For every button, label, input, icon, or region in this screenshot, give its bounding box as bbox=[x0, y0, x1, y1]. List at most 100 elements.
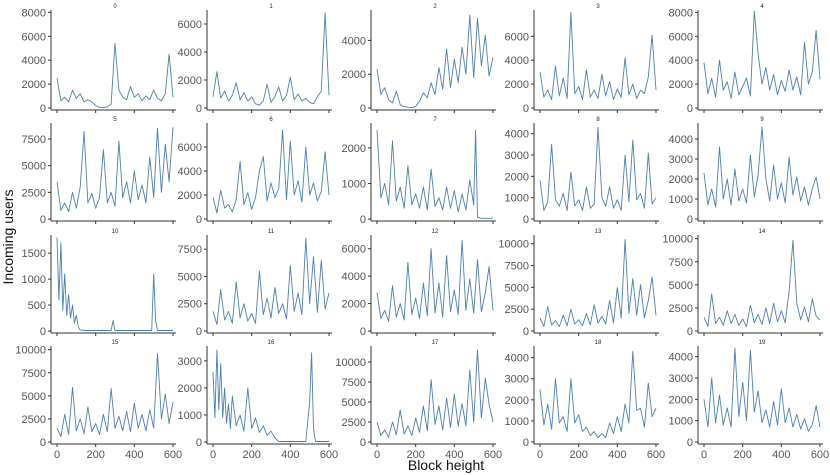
y-tick-label: 1000 bbox=[669, 194, 693, 206]
y-tick-label: 2000 bbox=[669, 79, 693, 91]
y-tick-label: 3000 bbox=[178, 356, 202, 368]
facet-panel-17: 17 0 2500 5000 7500 10000 0 200 400 600 bbox=[335, 340, 502, 461]
y-tick-label: 2500 bbox=[22, 187, 46, 199]
facet-panel-16: 16 0 1000 2000 3000 0 200 400 600 bbox=[178, 340, 339, 461]
y-tick-label: 500 bbox=[28, 300, 46, 312]
y-tick-label: 4000 bbox=[505, 55, 529, 67]
y-tick-label: 5000 bbox=[22, 391, 46, 403]
x-tick-label: 600 bbox=[320, 449, 338, 461]
y-tick-label: 7500 bbox=[22, 368, 46, 380]
y-tick-label: 4000 bbox=[178, 47, 202, 59]
facet-panel-13: 13 0 2500 5000 7500 10000 bbox=[498, 229, 659, 338]
y-tick-label: 8000 bbox=[22, 7, 46, 19]
y-tick-label: 2000 bbox=[669, 174, 693, 186]
x-tick-label: 600 bbox=[811, 449, 829, 461]
x-tick-label: 200 bbox=[569, 449, 587, 461]
y-tick-label: 7500 bbox=[342, 377, 366, 389]
facet-title-2: 2 bbox=[433, 4, 437, 10]
y-tick-label: 3000 bbox=[669, 373, 693, 385]
y-tick-label: 0 bbox=[360, 326, 366, 338]
series-line-15 bbox=[56, 352, 174, 437]
facet-panel-7: 7 0 1000 2000 bbox=[342, 117, 496, 226]
y-tick-label: 0 bbox=[40, 437, 46, 449]
y-tick-label: 1000 bbox=[505, 193, 529, 205]
y-tick-label: 2500 bbox=[178, 299, 202, 311]
y-tick-label: 5000 bbox=[505, 282, 529, 294]
facet-title-10: 10 bbox=[112, 229, 119, 235]
series-line-7 bbox=[376, 129, 493, 219]
y-tick-label: 4000 bbox=[22, 55, 46, 67]
facet-title-11: 11 bbox=[268, 229, 275, 235]
y-tick-label: 6000 bbox=[669, 31, 693, 43]
x-tick-label: 200 bbox=[242, 449, 260, 461]
facet-panel-6: 6 0 2000 4000 6000 bbox=[178, 117, 332, 226]
y-tick-label: 5000 bbox=[342, 397, 366, 409]
facet-panel-18: 18 0 1000 2000 3000 4000 0 200 400 600 bbox=[505, 340, 666, 461]
series-line-13 bbox=[539, 238, 657, 328]
y-tick-label: 2000 bbox=[342, 143, 366, 155]
y-tick-label: 0 bbox=[360, 437, 366, 449]
y-tick-label: 7500 bbox=[505, 261, 529, 273]
facet-panel-4: 4 0 2000 4000 6000 8000 bbox=[669, 4, 823, 115]
facet-title-9: 9 bbox=[760, 117, 764, 123]
series-line-8 bbox=[539, 126, 657, 211]
facet-title-14: 14 bbox=[759, 229, 766, 235]
facet-title-1: 1 bbox=[269, 4, 273, 10]
y-tick-label: 0 bbox=[196, 214, 202, 226]
y-tick-label: 5000 bbox=[22, 161, 46, 173]
y-tick-label: 4000 bbox=[342, 35, 366, 47]
facet-title-8: 8 bbox=[596, 117, 600, 123]
y-tick-label: 2500 bbox=[22, 414, 46, 426]
y-tick-label: 4000 bbox=[505, 353, 529, 365]
x-tick-label: 0 bbox=[54, 449, 60, 461]
series-line-4 bbox=[703, 10, 821, 99]
y-tick-label: 10000 bbox=[335, 357, 366, 369]
facet-title-15: 15 bbox=[112, 340, 119, 346]
x-tick-label: 600 bbox=[164, 449, 182, 461]
y-tick-label: 7500 bbox=[178, 244, 202, 256]
y-tick-label: 6000 bbox=[22, 31, 46, 43]
y-tick-label: 2000 bbox=[669, 394, 693, 406]
y-tick-label: 2000 bbox=[22, 79, 46, 91]
chart-panels: 0020004000600080001020004000600020200040… bbox=[15, 4, 829, 461]
y-tick-label: 0 bbox=[687, 326, 693, 338]
x-tick-label: 0 bbox=[210, 449, 216, 461]
y-tick-label: 0 bbox=[523, 437, 529, 449]
x-tick-label: 600 bbox=[647, 449, 665, 461]
series-line-12 bbox=[376, 240, 494, 322]
y-tick-label: 2000 bbox=[342, 69, 366, 81]
y-tick-label: 2500 bbox=[669, 303, 693, 315]
facet-title-12: 12 bbox=[432, 229, 439, 235]
y-tick-label: 10000 bbox=[662, 234, 693, 246]
y-tick-label: 0 bbox=[687, 437, 693, 449]
series-line-1 bbox=[212, 12, 330, 106]
facet-title-13: 13 bbox=[595, 229, 602, 235]
y-tick-label: 1000 bbox=[22, 274, 46, 286]
y-tick-label: 1000 bbox=[342, 178, 366, 190]
y-tick-label: 2000 bbox=[178, 190, 202, 202]
series-line-9 bbox=[703, 126, 821, 208]
y-tick-label: 2000 bbox=[342, 299, 366, 311]
series-line-3 bbox=[539, 11, 657, 101]
facet-title-5: 5 bbox=[113, 117, 117, 123]
facet-panel-15: 15 0 2500 5000 7500 10000 0 200 400 600 bbox=[15, 340, 182, 461]
facet-title-4: 4 bbox=[760, 4, 764, 10]
y-tick-label: 1000 bbox=[669, 416, 693, 428]
y-tick-label: 2500 bbox=[505, 304, 529, 316]
x-axis-title: Block height bbox=[408, 457, 484, 473]
facet-panel-9: 9 0 1000 2000 3000 4000 bbox=[669, 117, 823, 226]
y-tick-label: 7500 bbox=[669, 257, 693, 269]
y-tick-label: 0 bbox=[360, 214, 366, 226]
x-tick-label: 400 bbox=[281, 449, 299, 461]
y-tick-label: 2000 bbox=[505, 395, 529, 407]
y-tick-label: 4000 bbox=[669, 134, 693, 146]
facet-panel-11: 11 0 2500 5000 7500 bbox=[178, 229, 332, 338]
y-tick-label: 6000 bbox=[178, 19, 202, 31]
y-tick-label: 4000 bbox=[342, 271, 366, 283]
facet-title-6: 6 bbox=[269, 117, 273, 123]
facet-panel-2: 2 0 2000 4000 bbox=[342, 4, 496, 115]
series-line-10 bbox=[56, 237, 173, 331]
y-tick-label: 0 bbox=[687, 103, 693, 115]
x-tick-label: 400 bbox=[125, 449, 143, 461]
